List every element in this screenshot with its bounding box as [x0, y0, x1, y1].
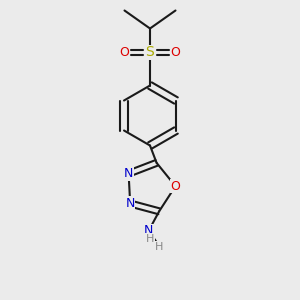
Text: H: H: [146, 234, 154, 244]
Text: H: H: [155, 242, 163, 252]
Text: O: O: [170, 180, 180, 193]
Text: N: N: [124, 167, 133, 180]
Text: N: N: [125, 197, 135, 210]
Text: N: N: [144, 224, 153, 237]
Text: O: O: [171, 46, 180, 59]
Text: O: O: [120, 46, 129, 59]
Text: S: S: [146, 46, 154, 59]
